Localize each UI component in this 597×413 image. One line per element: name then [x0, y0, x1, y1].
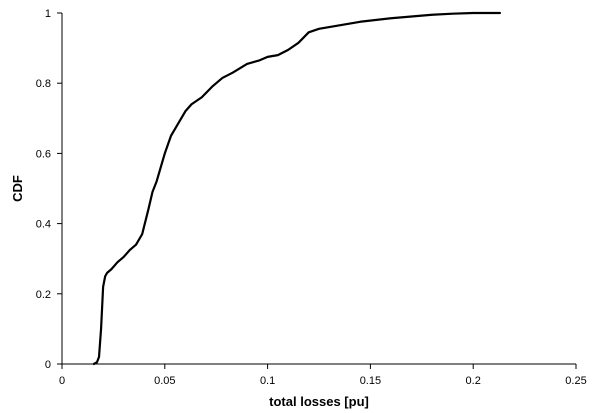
y-tick-label: 0.2	[36, 289, 51, 301]
x-tick-label: 0.1	[260, 375, 275, 387]
x-axis-title: total losses [pu]	[269, 394, 369, 409]
y-tick-label: 0.8	[36, 78, 51, 90]
x-tick-label: 0	[59, 375, 65, 387]
y-axis-title: CDF	[10, 175, 25, 202]
x-tick-label: 0.15	[360, 375, 381, 387]
x-tick-label: 0.05	[154, 375, 175, 387]
y-tick-label: 0.6	[36, 148, 51, 160]
cdf-curve	[92, 11, 502, 366]
y-tick-label: 0	[45, 359, 51, 371]
y-tick-label: 0.4	[36, 219, 51, 231]
x-ticks: 0 0.05 0.1 0.15 0.2 0.25	[59, 364, 587, 387]
y-tick-label: 1	[45, 8, 51, 20]
y-ticks: 0 0.2 0.4 0.6 0.8 1	[36, 8, 62, 371]
x-tick-label: 0.2	[466, 375, 481, 387]
x-tick-label: 0.25	[565, 375, 586, 387]
